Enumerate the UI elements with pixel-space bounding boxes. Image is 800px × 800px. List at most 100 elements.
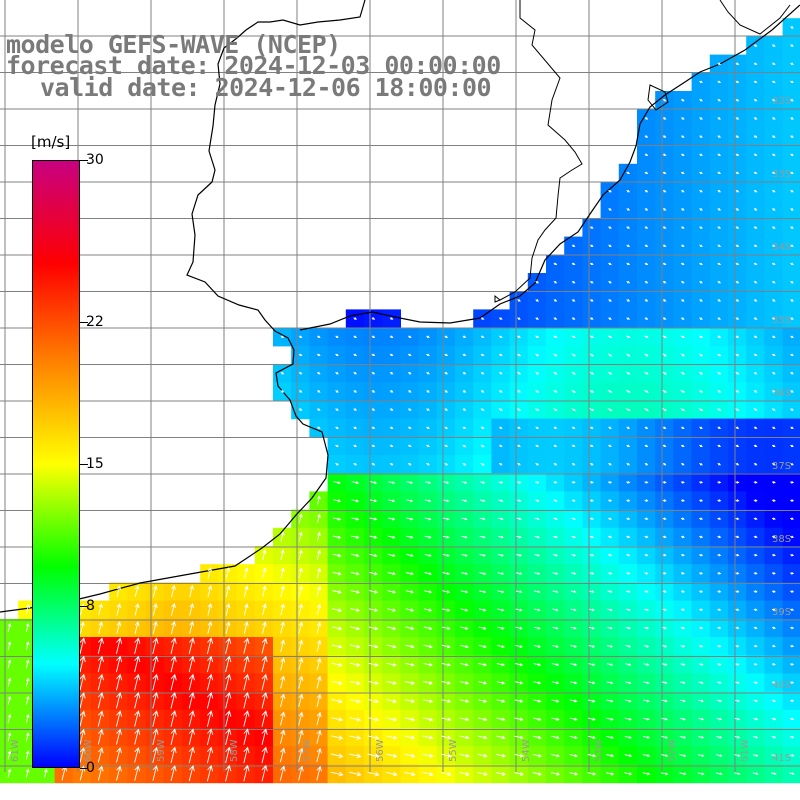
wind-arrow [735, 208, 740, 211]
latitude-label: 40S [772, 680, 791, 691]
wind-arrow [589, 226, 594, 229]
wind-arrow [790, 371, 794, 375]
wind-arrow [298, 621, 304, 634]
wind-arrow [771, 280, 776, 284]
wind-arrow [25, 732, 30, 742]
wind-arrow [662, 299, 667, 302]
wind-arrow [331, 680, 343, 686]
wind-arrow [350, 553, 360, 558]
wind-arrow [225, 585, 231, 598]
wind-arrow [152, 602, 158, 616]
wind-arrow [97, 747, 104, 763]
wind-arrow [298, 408, 303, 411]
wind-arrow [699, 189, 703, 193]
wind-arrow [243, 673, 250, 691]
wind-arrow [225, 621, 231, 634]
wind-arrow [753, 153, 758, 156]
wind-arrow [351, 517, 360, 521]
wind-arrow [280, 657, 286, 671]
wind-arrow [351, 535, 360, 539]
wind-arrow [134, 765, 141, 781]
wind-arrow [316, 353, 321, 357]
wind-arrow [535, 299, 540, 302]
wind-arrow [680, 262, 685, 266]
wind-arrow [517, 371, 521, 375]
wind-arrow [662, 353, 667, 357]
wind-arrow [642, 735, 651, 739]
wind-arrow [626, 299, 631, 302]
wind-arrow [717, 535, 722, 539]
wind-arrow [443, 499, 450, 503]
wind-arrow [790, 553, 795, 557]
wind-arrow [478, 626, 487, 630]
wind-arrow [588, 699, 596, 703]
wind-arrow [170, 765, 177, 782]
wind-arrow [389, 426, 394, 429]
wind-arrow [626, 189, 631, 193]
wind-arrow [496, 681, 506, 685]
wind-arrow [79, 710, 86, 727]
wind-arrow [495, 771, 507, 776]
wind-arrow [717, 644, 722, 648]
wind-arrow [716, 717, 723, 721]
wind-arrow [444, 390, 449, 393]
wind-arrow [443, 481, 450, 484]
wind-arrow [369, 553, 378, 558]
wind-arrow [424, 572, 432, 576]
wind-arrow [607, 353, 613, 357]
wind-arrow [626, 208, 631, 211]
wind-arrow [369, 535, 378, 539]
wind-arrow [262, 585, 267, 597]
wind-arrow [552, 590, 559, 594]
wind-arrow [662, 571, 667, 575]
wind-arrow [608, 226, 612, 229]
wind-arrow [515, 681, 524, 685]
longitude-label: 52W [667, 739, 678, 762]
wind-arrow [461, 481, 468, 484]
wind-arrow [551, 644, 559, 648]
wind-arrow [662, 371, 667, 375]
wind-arrow [478, 699, 488, 703]
wind-arrow [353, 408, 358, 411]
wind-arrow [570, 590, 577, 594]
wind-arrow [97, 765, 104, 781]
wind-arrow [790, 335, 794, 338]
wind-arrow [335, 444, 339, 448]
wind-arrow [459, 699, 470, 703]
wind-arrow [280, 371, 285, 375]
wind-arrow [608, 517, 613, 521]
wind-arrow [735, 135, 740, 138]
wind-arrow [25, 641, 30, 651]
wind-arrow [625, 644, 632, 648]
wind-arrow [134, 603, 140, 616]
wind-arrow [771, 462, 776, 466]
wind-arrow [225, 637, 232, 654]
wind-arrow [624, 699, 632, 703]
wind-arrow [771, 553, 776, 557]
wind-arrow [404, 681, 416, 685]
wind-arrow [298, 675, 304, 689]
wind-arrow [368, 699, 380, 704]
wind-arrow [407, 335, 412, 338]
wind-arrow [7, 641, 12, 651]
wind-arrow [353, 317, 358, 320]
wind-arrow [479, 590, 487, 594]
wind-arrow [496, 663, 506, 667]
wind-arrow [716, 681, 722, 684]
wind-arrow [535, 481, 540, 484]
wind-arrow [717, 262, 722, 266]
wind-arrow [367, 735, 380, 740]
wind-arrow [735, 299, 740, 302]
wind-arrow [661, 663, 668, 666]
wind-arrow [424, 553, 432, 557]
wind-arrow [498, 317, 503, 320]
wind-arrow [353, 335, 358, 338]
wind-arrow [441, 681, 451, 685]
wind-arrow [644, 426, 649, 429]
wind-arrow [735, 608, 740, 612]
wind-arrow [551, 681, 560, 685]
wind-arrow [387, 553, 396, 558]
wind-arrow [587, 754, 597, 758]
latitude-label: 34S [772, 242, 791, 253]
